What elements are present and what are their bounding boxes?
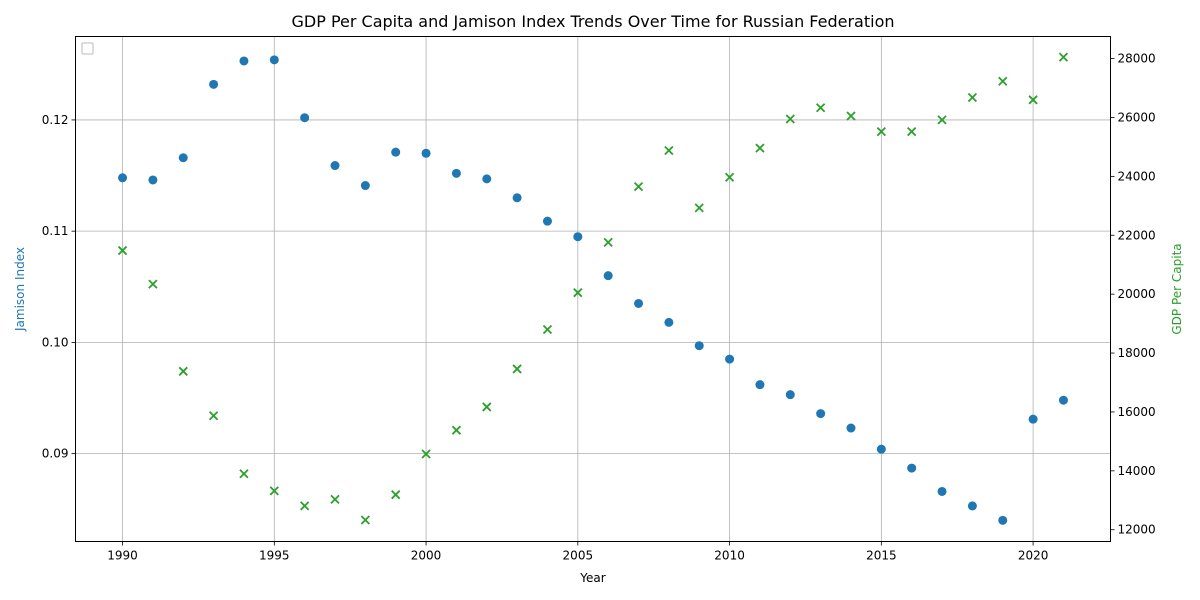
- gdp-point: [816, 103, 826, 113]
- jamison-point: [178, 153, 188, 163]
- jamison-point: [1028, 414, 1038, 424]
- jamison-point: [118, 173, 128, 183]
- jamison-point: [1058, 395, 1068, 405]
- jamison-point: [330, 161, 340, 171]
- x-axis: 1990 1995 2000 2005 2010 2015 2020: [107, 541, 1049, 563]
- gdp-point: [1028, 95, 1038, 105]
- chart-title: GDP Per Capita and Jamison Index Trends …: [291, 12, 894, 31]
- gdp-point: [785, 114, 795, 124]
- left-y-tick-label: 0.10: [42, 335, 69, 349]
- x-axis-label: Year: [579, 571, 605, 585]
- jamison-point: [694, 341, 704, 351]
- gdp-point: [421, 449, 431, 459]
- gdp-point: [998, 76, 1008, 86]
- jamison-series: [118, 55, 1068, 525]
- x-tick-label: 2020: [1018, 549, 1049, 563]
- left-y-tick-label: 0.12: [42, 113, 69, 127]
- grid: [75, 36, 1111, 542]
- right-y-axis: 12000 14000 16000 18000 20000 22000 24000 26000…: [1110, 52, 1156, 537]
- jamison-point: [269, 55, 279, 65]
- jamison-point: [785, 390, 795, 400]
- x-tick-label: 2010: [714, 549, 745, 563]
- gdp-point: [451, 425, 462, 435]
- gdp-series: [117, 52, 1069, 525]
- gdp-point: [724, 172, 735, 182]
- gdp-point: [694, 203, 704, 213]
- jamison-point: [725, 354, 735, 364]
- jamison-point: [876, 444, 886, 454]
- gdp-point: [633, 182, 644, 192]
- gdp-point: [907, 126, 917, 137]
- left-y-tick-label: 0.11: [42, 224, 69, 238]
- gdp-point: [208, 411, 219, 421]
- gdp-point: [573, 288, 583, 298]
- gdp-point: [542, 324, 553, 335]
- gdp-point: [876, 126, 886, 137]
- gdp-point: [512, 364, 522, 374]
- jamison-point: [512, 193, 522, 203]
- jamison-point: [148, 175, 158, 185]
- gdp-point: [482, 402, 492, 412]
- gdp-point: [178, 366, 188, 376]
- gdp-point: [360, 515, 370, 525]
- jamison-point: [998, 515, 1008, 525]
- right-y-axis-label: GDP Per Capita: [1170, 243, 1184, 334]
- gdp-point: [391, 490, 401, 500]
- plot-frame: [75, 36, 1111, 542]
- x-tick-label: 2005: [563, 549, 594, 563]
- jamison-point: [937, 486, 947, 496]
- x-tick-label: 1995: [259, 549, 290, 563]
- jamison-point: [451, 168, 461, 178]
- jamison-point: [603, 271, 613, 281]
- gdp-point: [967, 92, 978, 103]
- jamison-point: [391, 147, 401, 157]
- right-y-tick-label: 28000: [1118, 52, 1156, 66]
- gdp-point: [937, 115, 947, 125]
- right-y-tick-label: 24000: [1118, 169, 1156, 183]
- gdp-point: [117, 245, 128, 256]
- x-tick-label: 1990: [107, 549, 138, 563]
- jamison-point: [421, 148, 431, 158]
- jamison-point: [482, 174, 492, 184]
- gdp-point: [755, 143, 765, 153]
- right-y-tick-label: 12000: [1118, 523, 1156, 537]
- jamison-point: [239, 56, 249, 66]
- jamison-point: [907, 463, 917, 473]
- gdp-point: [664, 145, 674, 156]
- right-y-tick-label: 16000: [1118, 405, 1156, 419]
- x-tick-label: 2000: [411, 549, 442, 563]
- jamison-point: [573, 232, 583, 242]
- gdp-point: [148, 279, 158, 289]
- jamison-point: [816, 409, 826, 419]
- gdp-point: [846, 111, 856, 121]
- jamison-point: [846, 423, 856, 433]
- right-y-tick-label: 26000: [1118, 110, 1156, 124]
- jamison-point: [360, 181, 370, 191]
- gdp-point: [269, 486, 279, 496]
- left-y-axis-label: Jamison Index: [13, 247, 27, 332]
- gdp-point: [603, 237, 613, 247]
- right-y-tick-label: 22000: [1118, 228, 1156, 242]
- left-y-tick-label: 0.09: [42, 447, 69, 461]
- jamison-point: [755, 380, 765, 390]
- left-y-axis: 0.09 0.10 0.11 0.12: [42, 113, 76, 461]
- jamison-point: [634, 298, 644, 308]
- gdp-point: [300, 501, 310, 511]
- x-tick-label: 2015: [866, 549, 897, 563]
- jamison-point: [967, 501, 977, 511]
- jamison-point: [542, 216, 552, 226]
- jamison-point: [664, 317, 674, 327]
- right-y-tick-label: 20000: [1118, 287, 1156, 301]
- gdp-point: [1058, 52, 1069, 62]
- gdp-point: [330, 494, 340, 505]
- jamison-point: [300, 113, 310, 123]
- legend-box: [81, 42, 94, 55]
- right-y-tick-label: 14000: [1118, 464, 1156, 478]
- jamison-point: [209, 79, 219, 89]
- right-y-tick-label: 18000: [1118, 346, 1156, 360]
- gdp-point: [239, 469, 249, 479]
